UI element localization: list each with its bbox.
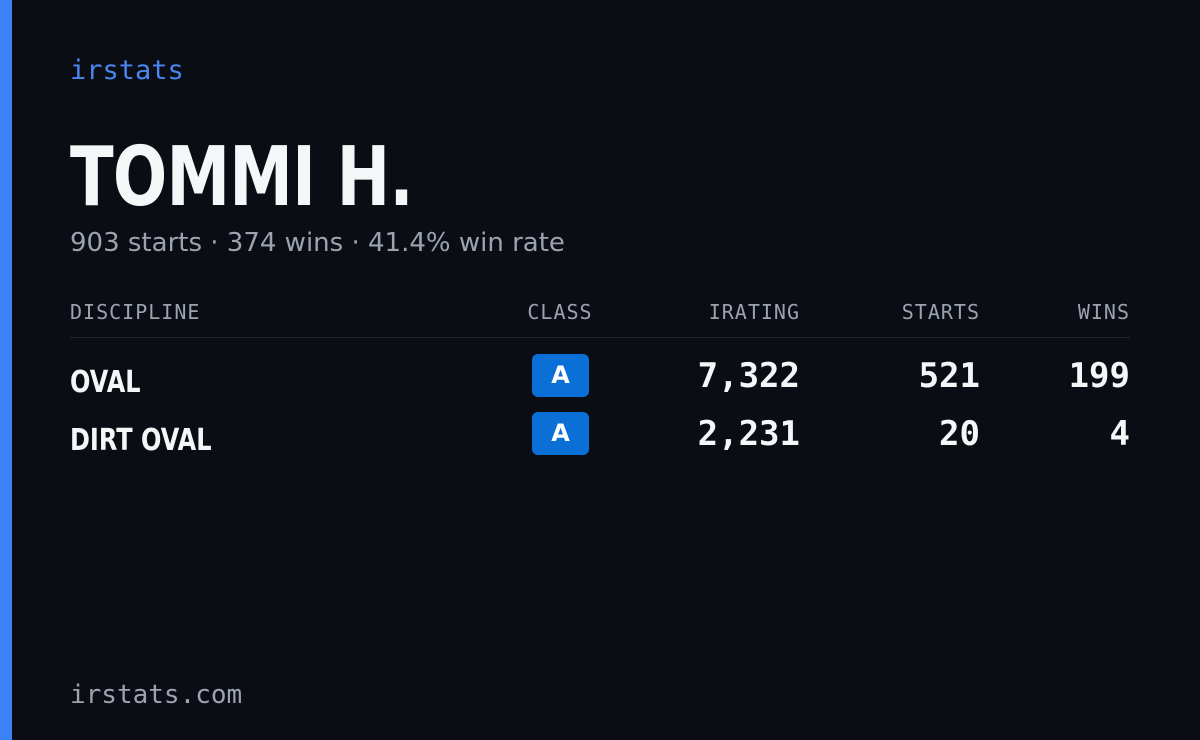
discipline: DIRT OVAL bbox=[70, 423, 212, 458]
stat-value: 521 bbox=[918, 356, 980, 396]
driver-name: TOMMI H. bbox=[70, 130, 414, 225]
discipline: OVAL bbox=[70, 365, 141, 400]
stat-value: 2,231 bbox=[697, 414, 800, 454]
summary: 903 starts · 374 wins · 41.4% win rate bbox=[70, 228, 565, 258]
class-badge: A bbox=[532, 412, 589, 455]
column-header: WINS bbox=[1077, 300, 1130, 324]
stat-value: 199 bbox=[1068, 356, 1130, 396]
stat-value: 20 bbox=[939, 414, 980, 454]
class-badge: A bbox=[532, 354, 589, 397]
brand: irstats bbox=[70, 55, 184, 86]
stat-value: 4 bbox=[1109, 414, 1130, 454]
footer-site: irstats.com bbox=[70, 680, 243, 710]
column-header: CLASS bbox=[527, 300, 593, 324]
stat-value: 7,322 bbox=[697, 356, 800, 396]
column-header: STARTS bbox=[901, 300, 980, 324]
accent-bar bbox=[0, 0, 12, 740]
column-header: DISCIPLINE bbox=[70, 300, 201, 324]
header-rule bbox=[70, 337, 1130, 338]
column-header: IRATING bbox=[708, 300, 800, 324]
